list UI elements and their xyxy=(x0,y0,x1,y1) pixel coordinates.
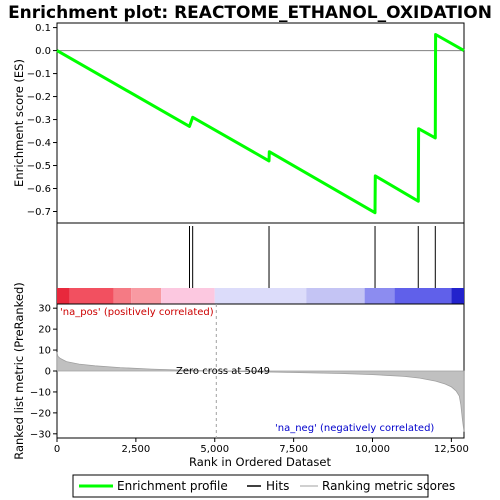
rank-color-band-segment xyxy=(57,288,70,304)
rank-color-band-segment xyxy=(394,288,452,304)
x-tick-label: 7,500 xyxy=(279,444,308,455)
x-tick-label: 12,500 xyxy=(434,444,469,455)
ranked-y-tick-label: 30 xyxy=(38,304,51,315)
x-tick-label: 2,500 xyxy=(122,444,151,455)
ranked-y-tick-label: −10 xyxy=(30,387,51,398)
rank-color-band-segment xyxy=(214,288,307,304)
ranked-y-tick-label: 10 xyxy=(38,346,51,357)
x-tick-label: 10,000 xyxy=(355,444,390,455)
rank-color-band-segment xyxy=(364,288,395,304)
es-y-tick-label: 0.1 xyxy=(35,23,51,34)
rank-color-band-segment xyxy=(69,288,114,304)
positive-correlation-label: 'na_pos' (positively correlated) xyxy=(60,307,214,318)
es-y-axis-label: Enrichment score (ES) xyxy=(12,59,26,187)
rank-color-band-segment xyxy=(451,288,464,304)
hits-panel xyxy=(56,222,465,305)
ranked-y-tick-label: −30 xyxy=(30,429,51,440)
ranked-y-axis-label: Ranked list metric (PreRanked) xyxy=(12,282,26,460)
rank-color-band-segment xyxy=(131,288,162,304)
es-y-tick-label: −0.7 xyxy=(27,207,51,218)
ranked-y-tick-label: −20 xyxy=(30,408,51,419)
es-y-tick-label: 0.0 xyxy=(35,46,51,57)
es-y-tick-label: −0.5 xyxy=(27,161,51,172)
zero-cross-label: Zero cross at 5049 xyxy=(176,366,270,377)
rank-color-band-segment xyxy=(306,288,365,304)
ranked-y-tick-label: 20 xyxy=(38,325,51,336)
chart-title: Enrichment plot: REACTOME_ETHANOL_OXIDAT… xyxy=(8,3,492,23)
enrichment-profile-line xyxy=(56,33,465,215)
legend: Enrichment profile Hits Ranking metric s… xyxy=(72,474,455,498)
x-tick-label: 5,000 xyxy=(200,444,229,455)
ranking-metric-area xyxy=(56,352,465,432)
negative-correlation-label: 'na_neg' (negatively correlated) xyxy=(275,423,434,434)
x-tick-label: 0 xyxy=(54,444,60,455)
x-axis-label: Rank in Ordered Dataset xyxy=(189,455,332,469)
legend-enrichment-profile: Enrichment profile xyxy=(117,479,228,493)
rank-color-band-segment xyxy=(113,288,132,304)
rank-color-band-segment xyxy=(161,288,215,304)
es-y-tick-label: −0.6 xyxy=(27,184,51,195)
es-y-tick-label: −0.4 xyxy=(27,138,51,149)
es-panel: 0.1 0.0 −0.1 −0.2 −0.3 −0.4 −0.5 −0.6 −0.7 Enric… xyxy=(12,22,465,224)
es-y-tick-label: −0.3 xyxy=(27,115,51,126)
es-y-tick-label: −0.1 xyxy=(27,69,51,80)
ranked-y-tick-label: 0 xyxy=(45,367,51,378)
legend-hits: Hits xyxy=(266,479,289,493)
ranked-panel: 30 20 10 0 −10 −20 −30 'na_pos' (positively co… xyxy=(12,282,465,460)
es-y-tick-label: −0.2 xyxy=(27,92,51,103)
legend-ranking-metric-scores: Ranking metric scores xyxy=(322,479,455,493)
